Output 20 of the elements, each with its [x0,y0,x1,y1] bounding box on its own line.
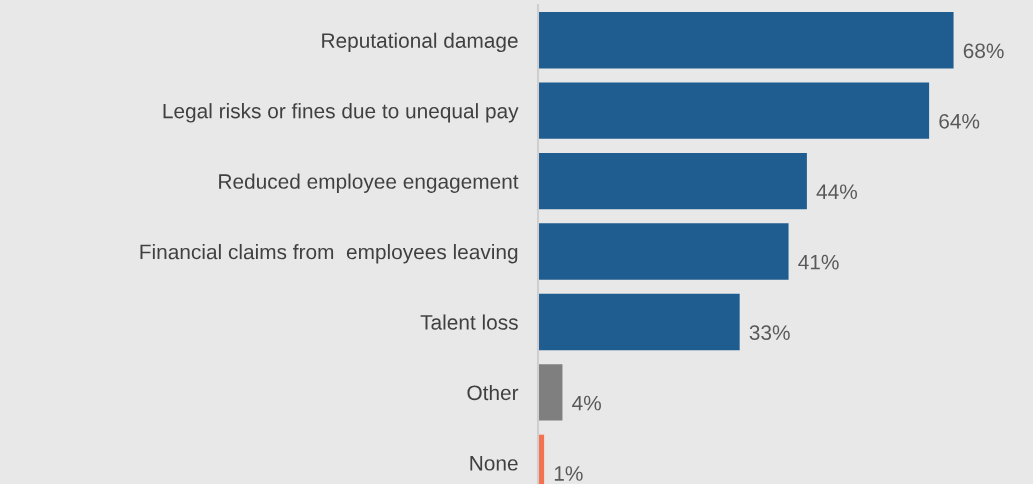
data-label: 41% [798,254,839,270]
y-tick-label: Legal risks or fines due to unequal pay [163,103,519,123]
y-tick-label: Financial claims from employees leaving [140,244,518,264]
y-tick-label: Reputational damage [322,32,518,53]
data-label: 4% [572,395,601,411]
bar [538,364,563,421]
y-tick-label: Reduced employee engagement [219,173,519,193]
data-label: 64% [939,113,980,129]
y-tick-label: Talent loss [420,314,518,330]
bar [538,293,740,351]
bar [538,223,789,280]
data-label: 33% [749,325,790,340]
data-label: 68% [963,43,1004,59]
bar [538,152,807,210]
y-tick-label: None [470,456,518,471]
bar [538,12,954,69]
bar [538,82,930,139]
y-tick-label: Other [467,384,519,401]
data-label: 1% [554,466,583,481]
data-label: 44% [816,184,858,200]
